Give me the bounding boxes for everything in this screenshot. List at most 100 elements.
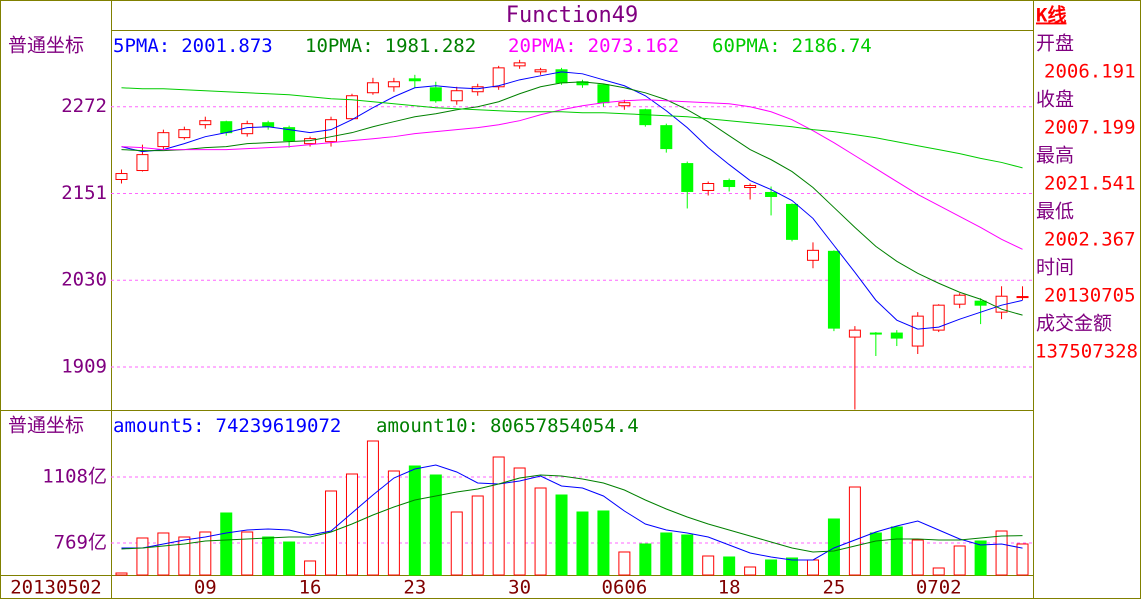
volume-bar bbox=[136, 537, 149, 576]
x-tick-label: 25 bbox=[822, 577, 845, 599]
candle-body bbox=[806, 249, 819, 261]
legend-entry: 5PMA: 2001.873 bbox=[113, 35, 273, 57]
volume-bar bbox=[786, 557, 799, 576]
y-tick-label: 1909 bbox=[61, 355, 107, 377]
x-tick-label: 23 bbox=[403, 577, 426, 599]
legend-separator: : bbox=[362, 35, 373, 57]
candle-body bbox=[366, 82, 379, 94]
candle-body bbox=[848, 329, 861, 338]
info-label: 最高 bbox=[1036, 145, 1074, 167]
info-value: 2007.199 bbox=[1044, 117, 1136, 139]
candle-body bbox=[911, 315, 924, 347]
volume-bar bbox=[618, 551, 631, 576]
y-tick-label: 769亿 bbox=[54, 531, 107, 553]
info-label: 时间 bbox=[1036, 257, 1074, 279]
candle-body bbox=[639, 109, 652, 126]
candle-body bbox=[827, 250, 840, 329]
candle-body bbox=[429, 87, 442, 102]
candle-body bbox=[220, 121, 233, 134]
candle-body bbox=[450, 90, 463, 102]
candle-body bbox=[974, 300, 987, 306]
candle-body bbox=[618, 102, 631, 107]
volume-bar bbox=[534, 487, 547, 576]
legend-value: 2186.74 bbox=[792, 35, 872, 57]
legend-name: 10PMA bbox=[305, 35, 363, 57]
y-axis-label: 普通坐标 bbox=[8, 415, 84, 437]
volume-bar bbox=[806, 559, 819, 576]
candle-body bbox=[723, 179, 736, 188]
chart-title: Function49 bbox=[506, 3, 638, 28]
volume-bar bbox=[220, 512, 233, 576]
moving-average-line bbox=[121, 81, 1023, 316]
volume-bar bbox=[597, 510, 610, 576]
candle-body bbox=[199, 120, 212, 126]
legend-value: 2073.162 bbox=[588, 35, 680, 57]
moving-average-line bbox=[121, 99, 1023, 250]
legend-entry: amount5: 74239619072 bbox=[113, 415, 341, 437]
moving-average-line bbox=[121, 87, 1023, 169]
volume-bar bbox=[1016, 543, 1029, 576]
y-tick-label: 2272 bbox=[61, 95, 107, 117]
volume-bar bbox=[408, 465, 421, 576]
legend-entry: amount10: 80657854054.4 bbox=[376, 415, 639, 437]
volume-bar bbox=[723, 556, 736, 576]
volume-bar bbox=[471, 495, 484, 576]
candle-body bbox=[765, 191, 778, 197]
volume-bar bbox=[429, 474, 442, 576]
info-label: 收盘 bbox=[1036, 89, 1074, 111]
candle-body bbox=[597, 84, 610, 104]
moving-average-line bbox=[121, 464, 1023, 561]
info-label: 最低 bbox=[1036, 201, 1074, 223]
candle-body bbox=[513, 62, 526, 67]
legend-name: 60PMA bbox=[712, 35, 770, 57]
candle-body bbox=[660, 125, 673, 150]
volume-bar bbox=[932, 567, 945, 576]
volume-bar bbox=[953, 545, 966, 576]
legend-separator: : bbox=[468, 415, 479, 437]
volume-bar bbox=[660, 532, 673, 576]
volume-bar bbox=[199, 531, 212, 576]
candle-body bbox=[1016, 296, 1029, 299]
x-tick-label: 30 bbox=[508, 577, 531, 599]
volume-bar bbox=[639, 543, 652, 576]
candle-body bbox=[157, 132, 170, 148]
legend-value: 74239619072 bbox=[216, 415, 342, 437]
info-label: 开盘 bbox=[1036, 33, 1074, 55]
x-tick-label: 20130502 bbox=[10, 577, 102, 599]
candle-body bbox=[786, 203, 799, 240]
candle-body bbox=[345, 95, 358, 120]
x-tick-label: 16 bbox=[299, 577, 322, 599]
candle-body bbox=[178, 129, 191, 139]
volume-bar bbox=[366, 440, 379, 576]
volume-bar bbox=[744, 566, 757, 576]
info-label: 成交金额 bbox=[1036, 313, 1112, 335]
volume-bar bbox=[450, 511, 463, 576]
volume-bar bbox=[681, 534, 694, 576]
x-tick-label: 0606 bbox=[602, 577, 648, 599]
volume-bar bbox=[974, 540, 987, 576]
candle-body bbox=[932, 304, 945, 331]
candle-body bbox=[136, 154, 149, 172]
legend-name: 5PMA bbox=[113, 35, 159, 57]
volume-bar bbox=[911, 539, 924, 576]
x-tick-label: 0702 bbox=[916, 577, 962, 599]
candle-body bbox=[408, 78, 421, 82]
candle-body bbox=[744, 185, 757, 189]
legend-entry: 10PMA: 1981.282 bbox=[305, 35, 476, 57]
volume-bar bbox=[995, 530, 1008, 576]
info-title: K线 bbox=[1036, 4, 1066, 27]
volume-bar bbox=[492, 456, 505, 576]
legend-name: amount10 bbox=[376, 415, 468, 437]
candle-body bbox=[953, 294, 966, 305]
volume-bar bbox=[513, 467, 526, 576]
y-tick-label: 2151 bbox=[61, 182, 107, 204]
candle-body bbox=[869, 332, 882, 335]
candle-body bbox=[702, 183, 715, 191]
moving-average-line bbox=[121, 71, 1023, 330]
candle-body bbox=[890, 332, 903, 339]
candle-body bbox=[492, 67, 505, 88]
info-value: 2021.541 bbox=[1044, 173, 1136, 195]
volume-bar bbox=[702, 555, 715, 576]
volume-bar bbox=[827, 518, 840, 576]
